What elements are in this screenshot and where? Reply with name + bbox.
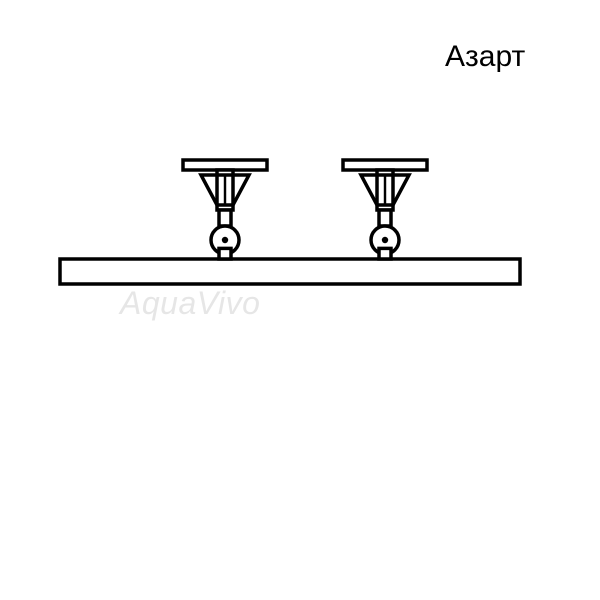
leg-frame-diagram	[0, 0, 600, 600]
leg-2-joint-dot	[382, 237, 388, 243]
rail-bar	[60, 259, 520, 284]
leg-1-joint-dot	[222, 237, 228, 243]
product-title: Азарт	[445, 40, 525, 74]
leg-1-stub	[219, 248, 231, 259]
leg-2-stub	[379, 248, 391, 259]
leg-2-connector	[379, 210, 391, 226]
leg-1-connector	[219, 210, 231, 226]
